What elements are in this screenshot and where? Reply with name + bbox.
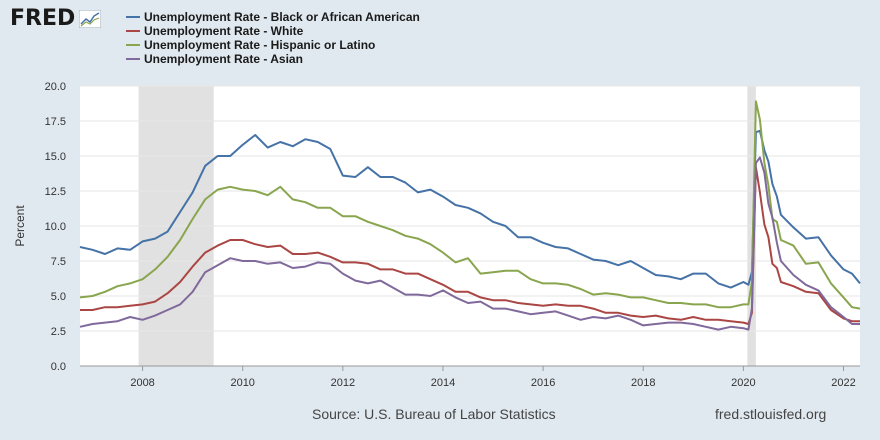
legend-swatch — [126, 44, 140, 46]
y-tick-label: 10.0 — [45, 221, 66, 233]
legend-item-3: Unemployment Rate - Asian — [126, 52, 420, 66]
x-tick-label: 2020 — [731, 377, 755, 389]
legend-item-2: Unemployment Rate - Hispanic or Latino — [126, 38, 420, 52]
y-tick-label: 20.0 — [45, 81, 66, 93]
legend-label: Unemployment Rate - White — [144, 24, 304, 38]
legend-label: Unemployment Rate - Asian — [144, 52, 303, 66]
x-tick-label: 2012 — [331, 377, 355, 389]
legend-swatch — [126, 30, 140, 32]
y-tick-label: 5.0 — [51, 291, 66, 303]
fred-logo[interactable]: FRED — [10, 6, 102, 31]
legend-item-1: Unemployment Rate - White — [126, 24, 420, 38]
series-line-3 — [79, 156, 860, 331]
y-tick-label: 12.5 — [45, 186, 66, 198]
y-tick-label: 7.5 — [51, 256, 66, 268]
source-note: Source: U.S. Bureau of Labor Statistics — [312, 406, 556, 422]
legend-swatch — [126, 16, 140, 18]
legend-label: Unemployment Rate - Hispanic or Latino — [144, 38, 376, 52]
chart-legend: Unemployment Rate - Black or African Ame… — [126, 10, 420, 66]
y-tick-label: 0.0 — [51, 361, 66, 373]
legend-item-0: Unemployment Rate - Black or African Ame… — [126, 10, 420, 24]
x-tick-label: 2018 — [631, 377, 655, 389]
series-line-2 — [79, 100, 861, 310]
x-tick-label: 2008 — [130, 377, 154, 389]
x-tick-label: 2010 — [230, 377, 254, 389]
legend-label: Unemployment Rate - Black or African Ame… — [144, 10, 420, 24]
x-tick-label: 2016 — [531, 377, 555, 389]
y-axis-title: Percent — [13, 205, 27, 247]
x-tick-label: 2014 — [431, 377, 455, 389]
series-line-1 — [80, 166, 860, 325]
y-tick-label: 15.0 — [45, 151, 66, 163]
logo-text: FRED — [10, 6, 76, 31]
source-url[interactable]: fred.stlouisfed.org — [715, 406, 827, 422]
legend-swatch — [126, 58, 140, 60]
chart-line-icon — [79, 9, 102, 28]
x-tick-label: 2022 — [831, 377, 855, 389]
y-tick-label: 17.5 — [45, 116, 66, 128]
y-tick-label: 2.5 — [51, 326, 66, 338]
